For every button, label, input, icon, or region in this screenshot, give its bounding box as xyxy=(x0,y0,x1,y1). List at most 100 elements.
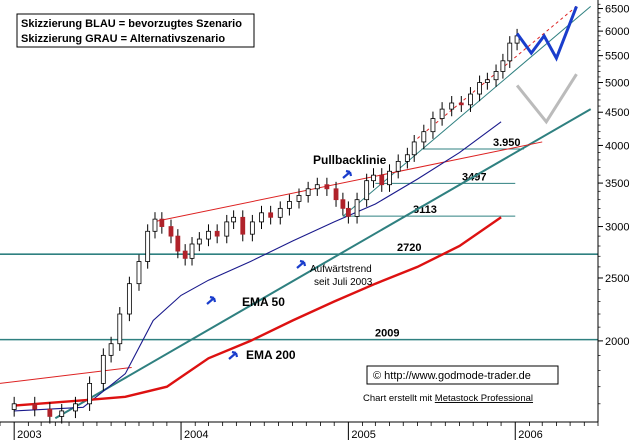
credit-prefix: Chart erstellt mit xyxy=(363,393,435,404)
candle-body-4 xyxy=(73,403,78,412)
candle-body-31 xyxy=(314,184,320,190)
candle-body-27 xyxy=(277,207,283,218)
ema-200-line xyxy=(14,216,502,407)
candle-body-54 xyxy=(507,42,513,62)
credit-link[interactable]: Metastock Professional xyxy=(435,393,533,404)
candle-body-8 xyxy=(117,313,123,345)
candle-body-22 xyxy=(231,216,237,223)
annotation-text-2: seit Juli 2003 xyxy=(314,277,373,288)
candle-body-42 xyxy=(404,154,410,162)
candle-body-0 xyxy=(11,403,17,410)
candle-body-23 xyxy=(240,216,246,235)
candle-body-26 xyxy=(268,212,274,218)
price-candles xyxy=(11,28,520,424)
candle-body-43 xyxy=(411,141,417,156)
trendline-early-resistance xyxy=(0,366,132,384)
legend-frame xyxy=(16,13,255,48)
candle-body-30 xyxy=(305,188,311,196)
trendline-uptrend-since-july-2003 xyxy=(54,108,592,420)
candle-body-19 xyxy=(206,230,211,240)
candle-body-51 xyxy=(484,79,490,83)
candle-body-15 xyxy=(175,235,181,252)
candle-body-32 xyxy=(324,184,330,190)
x-tick-label-3: 2006 xyxy=(518,429,542,440)
candle-body-9 xyxy=(126,283,132,315)
candle-body-6 xyxy=(100,354,106,384)
candle-body-40 xyxy=(387,170,392,186)
annotations: Pullbacklinie Aufwärtstrend seit Juli 2003… xyxy=(242,153,387,362)
candle-body-11 xyxy=(145,230,151,262)
annotation-arrow-1 xyxy=(296,259,307,269)
candle-body-17 xyxy=(189,243,195,259)
y-axis: 6500 6000 5500 5000 4500 4000 3500 3000 2500 2000 xyxy=(598,4,629,405)
candle-body-21 xyxy=(224,221,230,237)
candle-body-5 xyxy=(87,383,93,405)
candle-body-53 xyxy=(500,60,506,72)
candle-body-36 xyxy=(354,199,360,217)
candle-body-25 xyxy=(259,212,264,223)
x-axis: 2003 2004 2005 2006 xyxy=(0,422,599,440)
candle-body-12 xyxy=(152,218,158,232)
candle-body-49 xyxy=(468,93,473,106)
candle-body-18 xyxy=(196,238,202,245)
candle-body-35 xyxy=(345,207,351,217)
ema-50-line xyxy=(14,121,502,412)
candle-body-33 xyxy=(333,188,339,201)
plot-background xyxy=(0,0,598,422)
candle-body-10 xyxy=(136,261,142,285)
x-tick-label-2: 2005 xyxy=(351,429,375,440)
y-tick-label-4: 4500 xyxy=(605,107,629,119)
ema-lines xyxy=(14,121,502,412)
trendline-parallel-channel-upper xyxy=(342,6,592,217)
annotation-arrows xyxy=(206,169,353,360)
trendline-pullback-line xyxy=(153,141,543,223)
candle-body-1 xyxy=(32,403,38,410)
candle-body-20 xyxy=(214,230,220,237)
y-tick-label-2: 5500 xyxy=(605,51,629,63)
annotation-arrow-3 xyxy=(228,350,239,360)
candle-body-16 xyxy=(182,250,188,259)
copyright-text: © http://www.godmode-trader.de xyxy=(373,370,531,382)
candle-body-44 xyxy=(421,131,427,143)
annotation-text-4: EMA 200 xyxy=(246,348,296,362)
x-tick-label-1: 2004 xyxy=(184,429,208,440)
annotation-text-3: EMA 50 xyxy=(242,295,285,309)
x-tick-label-0: 2003 xyxy=(17,429,41,440)
credit-text: Chart erstellt mit Metastock Professiona… xyxy=(363,393,533,404)
candle-body-38 xyxy=(371,174,376,182)
copyright-box: © http://www.godmode-trader.de xyxy=(366,365,559,385)
candle-body-48 xyxy=(458,102,464,106)
candle-body-46 xyxy=(439,108,445,119)
annotation-arrow-0 xyxy=(342,169,353,179)
annotation-arrow-2 xyxy=(206,295,217,305)
y-tick-label-1: 6000 xyxy=(605,26,629,38)
legend-box: Skizzierung BLAU = bevorzugtes Szenario … xyxy=(16,13,255,48)
candle-body-13 xyxy=(159,218,165,227)
candle-body-37 xyxy=(364,180,370,201)
y-tick-label-3: 5000 xyxy=(605,78,629,90)
candle-body-29 xyxy=(296,195,302,202)
copyright-frame xyxy=(366,365,559,385)
y-tick-label-0: 6500 xyxy=(605,4,629,16)
y-tick-label-9: 2000 xyxy=(605,336,629,348)
legend-line-gray: Skizzierung GRAU = Alternativszenario xyxy=(21,33,225,45)
legend-line-blue: Skizzierung BLAU = bevorzugtes Szenario xyxy=(21,18,242,30)
level-label-1: 2009 xyxy=(375,328,399,340)
scenario-sketch-gray xyxy=(515,73,578,125)
candle-body-3 xyxy=(59,410,65,417)
candle-body-47 xyxy=(449,102,455,110)
level-label-4: 3.950 xyxy=(493,137,521,149)
y-tick-label-8: 2500 xyxy=(605,273,629,285)
annotation-text-1: Aufwärtstrend xyxy=(310,264,372,275)
candle-body-52 xyxy=(493,71,499,81)
candle-body-45 xyxy=(430,118,436,133)
candle-body-39 xyxy=(379,174,385,186)
y-tick-label-6: 3500 xyxy=(605,178,629,190)
scenario-sketch-blue xyxy=(515,5,578,62)
candle-body-41 xyxy=(395,160,401,172)
level-label-0: 2720 xyxy=(397,242,421,254)
candle-body-50 xyxy=(477,82,482,95)
annotation-text-0: Pullbacklinie xyxy=(313,153,387,167)
y-tick-label-5: 4000 xyxy=(605,140,629,152)
